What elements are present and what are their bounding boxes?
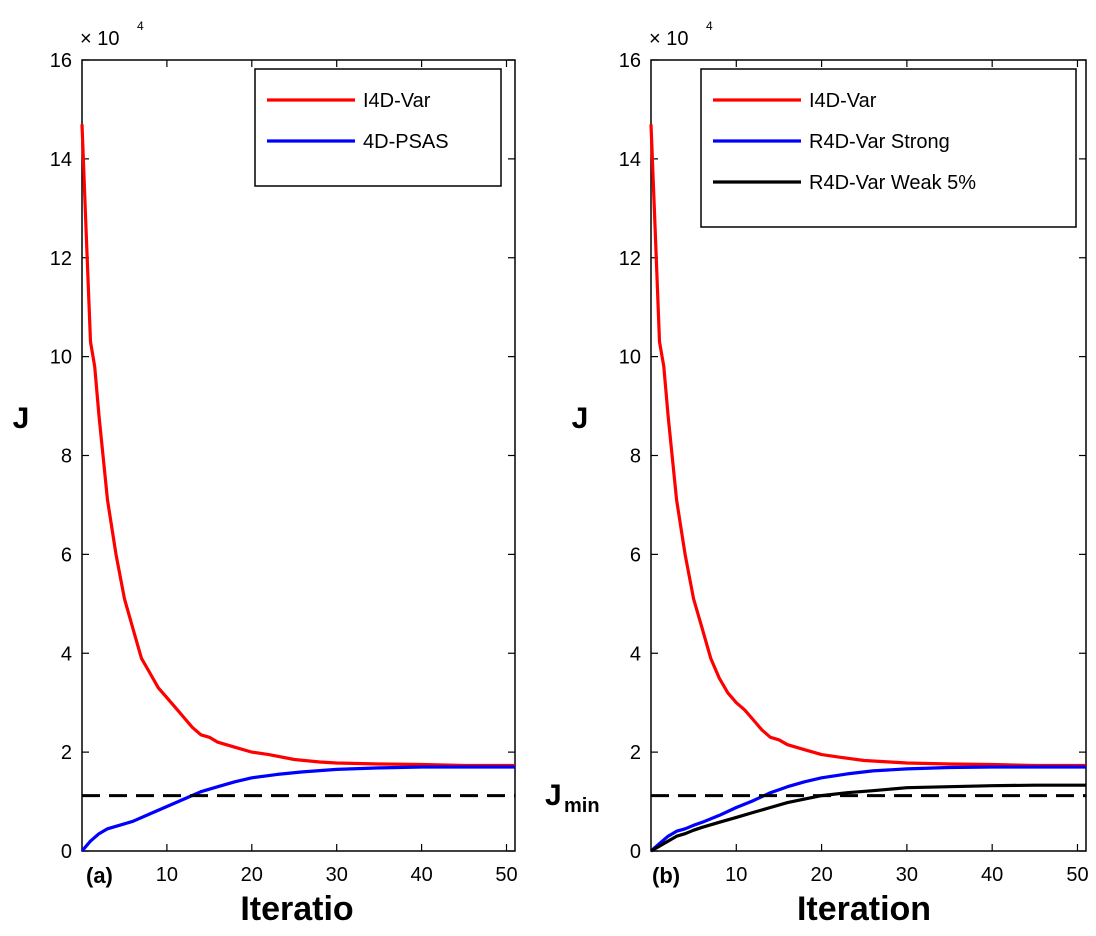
y-exponent-power: 4 <box>706 19 713 33</box>
legend-entry: 4D-PSAS <box>363 131 449 153</box>
y-tick-label: 4 <box>61 643 72 665</box>
y-exponent-label: × 10 <box>80 28 119 50</box>
y-tick-label: 16 <box>619 50 641 72</box>
legend-entry: I4D-Var <box>363 90 431 112</box>
panel-a: 0 2 4 6 8 10 12 14 16 10 20 30 40 50 × 10 4 I4D-Var 4D-PS… <box>13 19 518 928</box>
y-tick-label: 6 <box>630 544 641 566</box>
x-axis-title: Iteration <box>797 890 931 928</box>
reference-label: J <box>545 779 562 812</box>
series-line-3 <box>650 783 1086 853</box>
y-tick-label: 6 <box>61 544 72 566</box>
x-tick-label: 50 <box>495 864 517 886</box>
x-tick-label: 30 <box>326 864 348 886</box>
y-tick-label: 14 <box>619 149 641 171</box>
y-tick-label: 0 <box>630 841 641 863</box>
x-tick-label: 10 <box>156 864 178 886</box>
y-exponent-label: × 10 <box>649 28 688 50</box>
y-tick-label: 12 <box>619 248 641 270</box>
y-tick-label: 2 <box>630 742 641 764</box>
x-tick-label: 50 <box>1066 864 1088 886</box>
legend-entry: R4D-Var Weak 5% <box>809 172 976 194</box>
y-tick-label: 10 <box>619 347 641 369</box>
legend-entry: R4D-Var Strong <box>809 131 950 153</box>
y-tick-label: 16 <box>50 50 72 72</box>
x-tick-label: 10 <box>725 864 747 886</box>
series-line-2 <box>649 765 1086 853</box>
panel-label: (b) <box>652 863 680 888</box>
x-axis-title: Iteratio <box>240 890 353 928</box>
x-tick-label: 40 <box>981 864 1003 886</box>
legend-entry: I4D-Var <box>809 90 877 112</box>
y-tick-label: 4 <box>630 643 641 665</box>
x-tick-label: 20 <box>810 864 832 886</box>
x-tick-label: 30 <box>896 864 918 886</box>
reference-label-subscript: min <box>564 795 600 817</box>
panel-b: 0 2 4 6 8 10 12 14 16 10 20 30 40 50 × 10 4 I4D-Var R4D-V… <box>545 19 1089 928</box>
series-line-1 <box>80 124 515 768</box>
y-axis-title: J <box>13 402 30 435</box>
y-tick-label: 12 <box>50 248 72 270</box>
y-tick-label: 0 <box>61 841 72 863</box>
y-exponent-power: 4 <box>137 19 144 33</box>
series-line-1 <box>649 124 1086 768</box>
y-axis-title: J <box>572 402 589 435</box>
y-tick-label: 10 <box>50 347 72 369</box>
x-tick-label: 40 <box>410 864 432 886</box>
y-tick-label: 8 <box>630 446 641 468</box>
plot-area <box>81 59 516 852</box>
x-tick-label: 20 <box>241 864 263 886</box>
y-tick-label: 8 <box>61 446 72 468</box>
panel-label: (a) <box>86 863 113 888</box>
y-tick-label: 2 <box>61 742 72 764</box>
series-line-2 <box>80 765 515 853</box>
legend-box <box>700 68 1077 228</box>
legend-box <box>254 68 502 187</box>
y-tick-label: 14 <box>50 149 72 171</box>
